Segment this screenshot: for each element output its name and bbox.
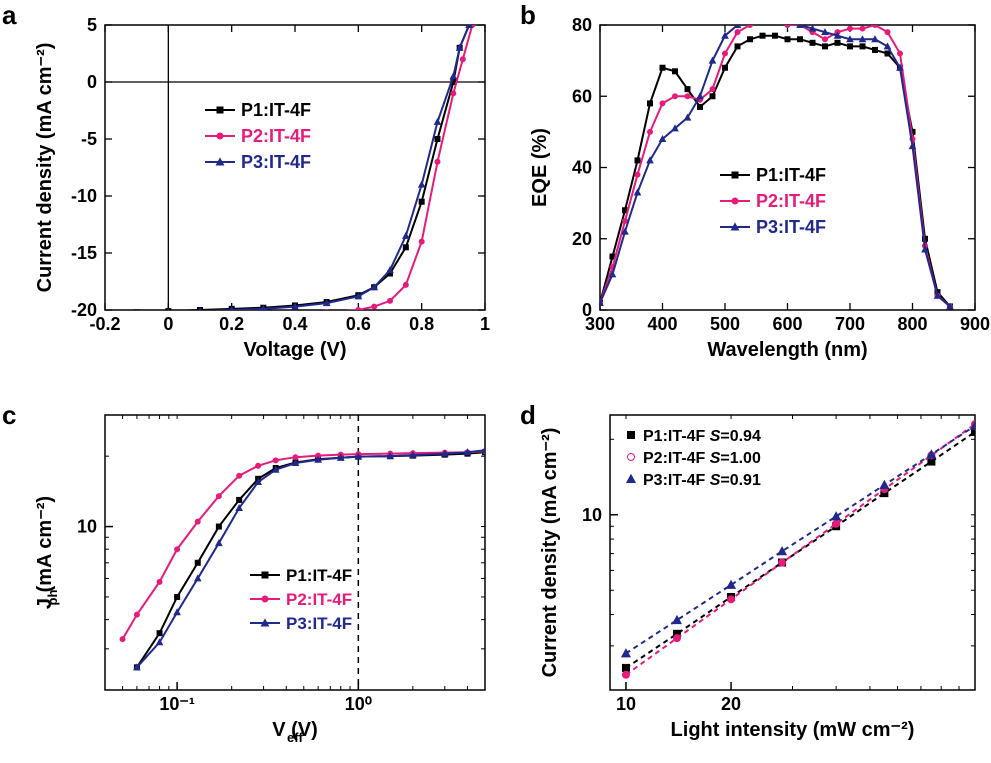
svg-text:10: 10: [582, 505, 602, 525]
svg-text:0: 0: [87, 72, 97, 92]
svg-text:5: 5: [87, 15, 97, 35]
svg-text:80: 80: [572, 15, 592, 35]
svg-text:P3:IT-4F: P3:IT-4F: [241, 152, 311, 172]
svg-text:ph: ph: [45, 590, 60, 606]
svg-text:10⁰: 10⁰: [345, 694, 372, 714]
svg-text:20: 20: [721, 694, 741, 714]
svg-text:0.4: 0.4: [282, 314, 307, 334]
chart-b: 300400500600700800900020406080Wavelength…: [520, 5, 990, 385]
svg-text:Light intensity (mW cm⁻²): Light intensity (mW cm⁻²): [671, 719, 915, 741]
svg-text:P3:IT-4F S=0.91: P3:IT-4F S=0.91: [643, 472, 761, 489]
svg-text:eff: eff: [287, 730, 304, 745]
svg-text:P2:IT-4F S=1.00: P2:IT-4F S=1.00: [643, 450, 761, 467]
svg-text:20: 20: [572, 229, 592, 249]
svg-text:P3:IT-4F: P3:IT-4F: [286, 614, 352, 633]
svg-text:10: 10: [77, 517, 97, 537]
svg-text:60: 60: [572, 86, 592, 106]
svg-text:700: 700: [835, 314, 865, 334]
svg-text:P1:IT-4F: P1:IT-4F: [286, 566, 352, 585]
svg-text:400: 400: [647, 314, 677, 334]
svg-text:P3:IT-4F: P3:IT-4F: [756, 217, 826, 237]
figure-grid: a b c d -0.200.20.40.60.81-20-15-10-505V…: [0, 0, 991, 763]
svg-text:Wavelength (nm): Wavelength (nm): [707, 339, 867, 361]
chart-a: -0.200.20.40.60.81-20-15-10-505Voltage (…: [10, 5, 510, 385]
svg-text:1: 1: [480, 314, 490, 334]
svg-text:Voltage (V): Voltage (V): [244, 339, 347, 361]
svg-text:800: 800: [897, 314, 927, 334]
svg-text:-15: -15: [71, 243, 97, 263]
svg-text:0.2: 0.2: [219, 314, 244, 334]
svg-text:P2:IT-4F: P2:IT-4F: [756, 191, 826, 211]
svg-text:-10: -10: [71, 186, 97, 206]
svg-text:P1:IT-4F S=0.94: P1:IT-4F S=0.94: [643, 428, 761, 445]
svg-text:Current density (mA cm⁻²): Current density (mA cm⁻²): [539, 428, 561, 678]
svg-text:P1:IT-4F: P1:IT-4F: [241, 100, 311, 120]
svg-text:P2:IT-4F: P2:IT-4F: [241, 126, 311, 146]
svg-text:-20: -20: [71, 300, 97, 320]
svg-text:10⁻¹: 10⁻¹: [159, 694, 195, 714]
svg-text:0: 0: [582, 300, 592, 320]
svg-text:-5: -5: [81, 129, 97, 149]
svg-text:900: 900: [960, 314, 990, 334]
svg-text:EQE (%): EQE (%): [529, 128, 551, 207]
svg-text:P1:IT-4F: P1:IT-4F: [756, 165, 826, 185]
svg-text:600: 600: [772, 314, 802, 334]
chart-c: 10⁻¹10⁰10V (V)J (mA cm⁻²)effphP1:IT-4FP2…: [10, 400, 510, 760]
svg-text:500: 500: [710, 314, 740, 334]
svg-text:P2:IT-4F: P2:IT-4F: [286, 590, 352, 609]
svg-text:40: 40: [572, 158, 592, 178]
svg-text:0.6: 0.6: [346, 314, 371, 334]
svg-text:0.8: 0.8: [409, 314, 434, 334]
svg-text:0: 0: [163, 314, 173, 334]
svg-text:Current density (mA cm⁻²): Current density (mA cm⁻²): [34, 43, 56, 293]
chart-d: 10 20 10 Light intensity (mW cm⁻²) Current d…: [520, 400, 990, 760]
svg-text:10: 10: [616, 694, 636, 714]
